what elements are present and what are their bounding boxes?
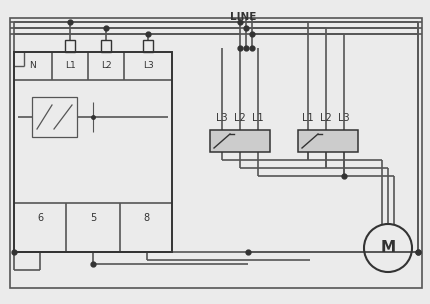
Bar — [143, 40, 153, 52]
Text: L2: L2 — [101, 61, 111, 71]
Bar — [32, 97, 77, 137]
Text: 5: 5 — [90, 213, 96, 223]
Text: L3: L3 — [143, 61, 154, 71]
Text: L1: L1 — [252, 113, 264, 123]
Bar — [101, 40, 111, 52]
Text: L1: L1 — [64, 61, 75, 71]
Text: LINE: LINE — [230, 12, 256, 22]
Text: 8: 8 — [143, 213, 149, 223]
Bar — [65, 40, 75, 52]
Text: L3: L3 — [338, 113, 350, 123]
Text: L3: L3 — [216, 113, 228, 123]
Text: L2: L2 — [320, 113, 332, 123]
Bar — [298, 130, 358, 152]
Text: N: N — [30, 61, 37, 71]
Text: 6: 6 — [37, 213, 43, 223]
Bar — [10, 18, 422, 288]
Bar — [210, 130, 270, 152]
Text: L2: L2 — [234, 113, 246, 123]
Bar — [14, 52, 172, 252]
Text: M: M — [381, 240, 396, 255]
Text: L1: L1 — [302, 113, 314, 123]
